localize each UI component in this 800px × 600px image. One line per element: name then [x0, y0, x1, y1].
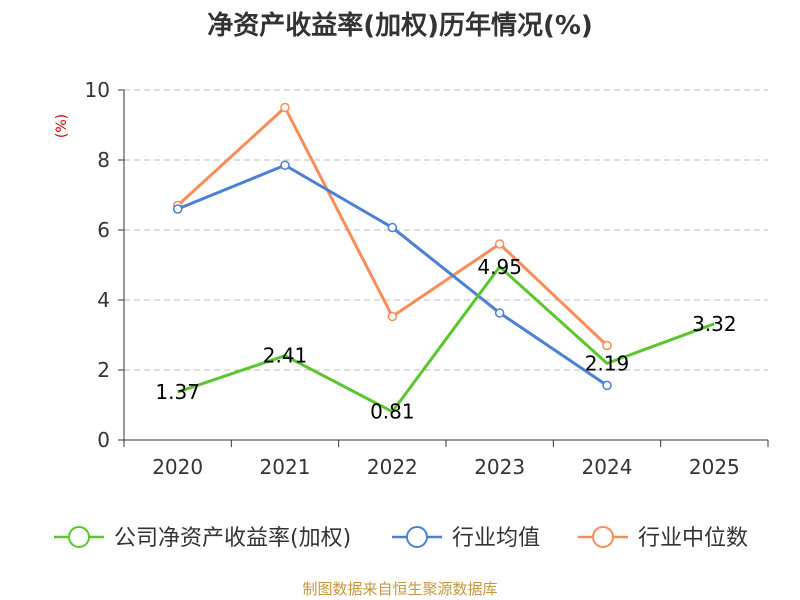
data-label: 2.19 — [585, 351, 630, 375]
data-label: 2.41 — [263, 344, 308, 368]
series-point — [280, 102, 290, 113]
legend-swatch-icon — [406, 526, 428, 548]
x-tick-label: 2023 — [474, 455, 525, 479]
series-point — [387, 222, 398, 233]
legend-item: 行业均值 — [392, 526, 540, 551]
series-group — [172, 102, 715, 414]
series-point — [280, 160, 290, 170]
y-tick-label: 10 — [85, 78, 110, 102]
y-tick-label: 4 — [97, 288, 110, 312]
grid-lines — [124, 89, 768, 371]
series-point — [602, 340, 612, 351]
y-tick-label: 0 — [97, 428, 110, 452]
series-line — [177, 265, 715, 414]
series-line — [177, 163, 608, 387]
x-tick-label: 2022 — [367, 455, 418, 479]
y-tick-label: 2 — [97, 358, 110, 382]
legend-swatch-icon — [592, 526, 614, 548]
data-labels: 1.37 2.41 0.81 4.95 2.19 3.32 — [155, 255, 736, 424]
x-tick-label: 2024 — [582, 455, 633, 479]
legend-item: 公司净资产收益率(加权) — [54, 526, 351, 551]
data-label: 3.32 — [692, 312, 737, 336]
x-tick-label: 2025 — [689, 455, 740, 479]
series-point — [494, 239, 505, 249]
legend-label: 行业均值 — [452, 526, 540, 551]
source-note: 制图数据来自恒生聚源数据库 — [302, 580, 497, 598]
legend: 公司净资产收益率(加权) 行业均值 行业中位数 — [54, 526, 748, 551]
series-point — [602, 380, 612, 391]
y-axis-unit: (%) — [54, 114, 70, 138]
axes — [118, 89, 769, 447]
legend-label: 公司净资产收益率(加权) — [114, 526, 351, 551]
data-label: 0.81 — [370, 400, 415, 424]
x-tick-label: 2020 — [152, 455, 203, 479]
y-tick-labels: 0 2 4 6 8 10 — [85, 78, 110, 452]
legend-item: 行业中位数 — [578, 526, 748, 551]
y-tick-label: 8 — [97, 148, 110, 172]
legend-swatch-icon — [68, 526, 90, 548]
legend-label: 行业中位数 — [638, 526, 748, 551]
x-tick-label: 2021 — [260, 455, 311, 479]
series-point — [172, 204, 183, 214]
x-tick-labels: 2020 2021 2022 2023 2024 2025 — [152, 455, 740, 479]
data-label: 4.95 — [477, 255, 522, 279]
data-label: 1.37 — [155, 380, 200, 404]
y-tick-label: 6 — [97, 218, 110, 242]
series-point — [494, 308, 505, 318]
chart-title: 净资产收益率(加权)历年情况(%) — [207, 10, 593, 41]
series-point — [387, 311, 398, 322]
